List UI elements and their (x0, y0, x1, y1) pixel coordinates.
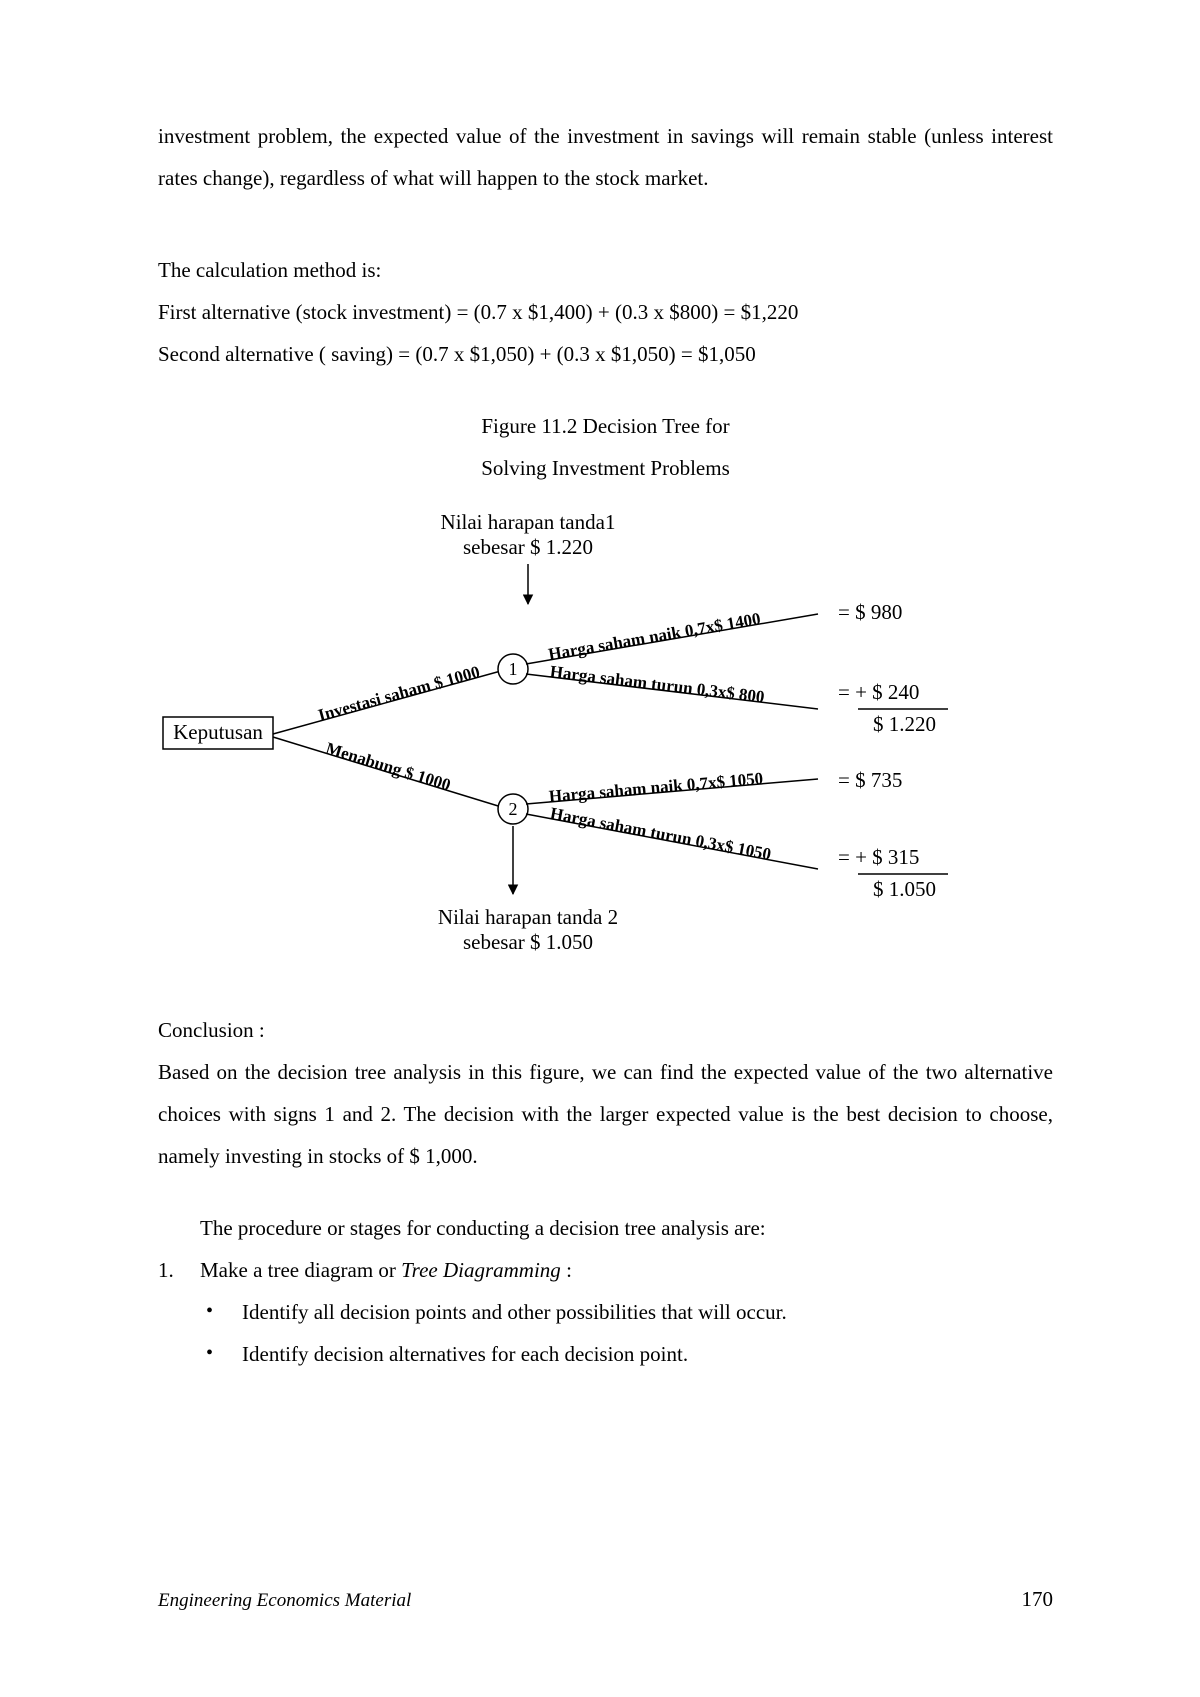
calc-line-2: Second alternative ( saving) = (0.7 x $1… (158, 333, 1053, 375)
result1: = $ 980 (838, 600, 902, 624)
b2-up-label: Harga saham naik 0,7x$ 1050 (548, 769, 764, 806)
result4-bottom: $ 1.050 (873, 877, 936, 901)
b2-down-label: Harga saham turun 0,3x$ 1050 (549, 804, 773, 864)
bullet1-text: Identify all decision points and other p… (242, 1291, 787, 1333)
node2-label: 2 (509, 799, 518, 819)
branch2-label: Menabung $ 1000 (324, 738, 453, 794)
list-item-1: 1. Make a tree diagram or Tree Diagrammi… (158, 1249, 1053, 1291)
intro-paragraph: investment problem, the expected value o… (158, 115, 1053, 199)
result3: = $ 735 (838, 768, 902, 792)
calc-heading: The calculation method is: (158, 249, 1053, 291)
node1-label: 1 (509, 659, 518, 679)
procedure-intro: The procedure or stages for conducting a… (158, 1207, 1053, 1249)
footer: Engineering Economics Material 170 (158, 1587, 1053, 1612)
top-annotation-l2: sebesar $ 1.220 (463, 535, 593, 559)
calc-line-1: First alternative (stock investment) = (… (158, 291, 1053, 333)
result4-top: = + $ 315 (838, 845, 919, 869)
item1-text: Make a tree diagram or Tree Diagramming … (200, 1249, 572, 1291)
branch1-label: Investasi saham $ 1000 (316, 662, 482, 725)
bullet2-text: Identify decision alternatives for each … (242, 1333, 688, 1375)
bullet-icon: • (206, 1291, 242, 1333)
root-label: Keputusan (173, 720, 263, 744)
bottom-annotation-l2: sebesar $ 1.050 (463, 930, 593, 954)
bullet-item-2: • Identify decision alternatives for eac… (158, 1333, 1053, 1375)
bottom-annotation-l1: Nilai harapan tanda 2 (438, 905, 618, 929)
result2-top: = + $ 240 (838, 680, 919, 704)
figure-title-line1: Figure 11.2 Decision Tree for (481, 414, 729, 438)
b1-up-label: Harga saham naik 0,7x$ 1400 (547, 609, 762, 664)
b1-down-label: Harga saham turun 0,3x$ 800 (549, 662, 766, 707)
top-annotation-l1: Nilai harapan tanda1 (441, 510, 616, 534)
conclusion-body: Based on the decision tree analysis in t… (158, 1051, 1053, 1177)
figure-title: Figure 11.2 Decision Tree for Solving In… (158, 405, 1053, 489)
conclusion-heading: Conclusion : (158, 1009, 1053, 1051)
bullet-icon: • (206, 1333, 242, 1375)
figure-title-line2: Solving Investment Problems (481, 456, 730, 480)
footer-right: 170 (1022, 1587, 1054, 1612)
item1-number: 1. (158, 1249, 200, 1291)
result2-bottom: $ 1.220 (873, 712, 936, 736)
decision-tree-diagram: Nilai harapan tanda1 sebesar $ 1.220 Kep… (158, 499, 1053, 999)
footer-left: Engineering Economics Material (158, 1590, 411, 1612)
bullet-item-1: • Identify all decision points and other… (158, 1291, 1053, 1333)
